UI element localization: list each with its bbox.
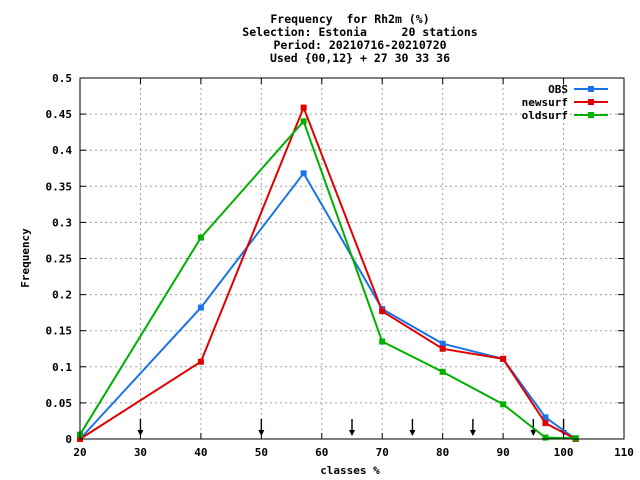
y-tick-label: 0.25 <box>46 253 73 266</box>
y-tick-label: 0 <box>65 433 72 446</box>
data-point-newsurf <box>439 345 446 352</box>
x-tick-label: 90 <box>496 446 509 459</box>
data-point-newsurf <box>500 355 507 362</box>
arrow-head <box>469 430 476 436</box>
data-point-oldsurf <box>500 401 507 408</box>
arrow-marker <box>530 419 537 436</box>
x-tick-label: 30 <box>134 446 147 459</box>
y-tick-label: 0.4 <box>52 144 72 157</box>
legend-entry-obs: OBS <box>548 83 608 96</box>
x-tick-label: 80 <box>436 446 449 459</box>
x-axis-label: classes % <box>320 464 380 477</box>
data-point-oldsurf <box>439 368 446 375</box>
y-tick-label: 0.35 <box>46 180 73 193</box>
data-point-oldsurf <box>197 234 204 241</box>
arrow-head <box>409 430 416 436</box>
legend-entry-oldsurf: oldsurf <box>522 109 608 122</box>
legend-marker-obs <box>588 86 594 92</box>
data-point-newsurf <box>197 358 204 365</box>
legend-label-oldsurf: oldsurf <box>522 109 568 122</box>
y-tick-label: 0.3 <box>52 216 72 229</box>
data-point-oldsurf <box>572 435 579 442</box>
axes <box>79 77 625 440</box>
data-point-obs <box>197 304 204 311</box>
plot-frame <box>79 77 625 440</box>
title-line-3: Period: 20210716-20210720 <box>273 38 446 52</box>
title-line-1: Frequency for Rh2m (%) <box>270 12 429 26</box>
x-tick-label: 110 <box>614 446 634 459</box>
y-tick-label: 0.45 <box>46 108 73 121</box>
x-tick-label: 50 <box>255 446 268 459</box>
data-point-oldsurf <box>379 338 386 345</box>
legend-marker-oldsurf <box>588 112 594 118</box>
chart-title: Frequency for Rh2m (%) Selection: Estoni… <box>242 12 477 65</box>
title-line-4: Used {00,12} + 27 30 33 36 <box>270 51 450 65</box>
x-tick-label: 70 <box>376 446 389 459</box>
data-point-obs <box>542 414 549 421</box>
arrow-marker <box>349 419 355 436</box>
data-point-obs <box>439 340 446 347</box>
data-point-obs <box>300 170 307 177</box>
y-tick-label: 0.5 <box>52 72 72 85</box>
tick-labels: 20 30 40 50 60 70 80 90 100 110 0 0.05 0.1 0.15 0.2 0.2… <box>46 72 634 459</box>
data-point-newsurf <box>379 308 386 315</box>
series-line-obs <box>79 172 577 440</box>
y-tick-label: 0.05 <box>46 397 73 410</box>
arrow-markers <box>137 419 567 436</box>
series-line-oldsurf <box>79 120 576 440</box>
data-point-newsurf <box>542 420 549 427</box>
y-tick-label: 0.2 <box>52 289 72 302</box>
data-series <box>77 104 579 442</box>
title-line-2: Selection: Estonia 20 stations <box>242 25 477 39</box>
data-point-newsurf <box>300 104 307 111</box>
x-tick-label: 60 <box>315 446 328 459</box>
data-point-oldsurf <box>300 118 307 125</box>
legend-label-obs: OBS <box>548 83 568 96</box>
arrow-head <box>349 430 355 436</box>
series-obs <box>77 170 579 442</box>
y-axis-label: Frequency <box>19 228 32 288</box>
arrow-marker <box>469 419 476 436</box>
x-tick-label: 40 <box>194 446 207 459</box>
data-point-oldsurf <box>542 434 549 441</box>
x-tick-label: 100 <box>554 446 574 459</box>
legend-marker-newsurf <box>588 99 594 105</box>
x-tick-label: 20 <box>73 446 86 459</box>
legend-label-newsurf: newsurf <box>522 96 568 109</box>
arrow-head <box>530 430 537 436</box>
series-line-newsurf <box>79 106 577 440</box>
y-tick-label: 0.1 <box>52 361 72 374</box>
legend-entry-newsurf: newsurf <box>522 96 608 109</box>
arrow-marker <box>409 419 416 436</box>
y-tick-label: 0.15 <box>46 325 73 338</box>
